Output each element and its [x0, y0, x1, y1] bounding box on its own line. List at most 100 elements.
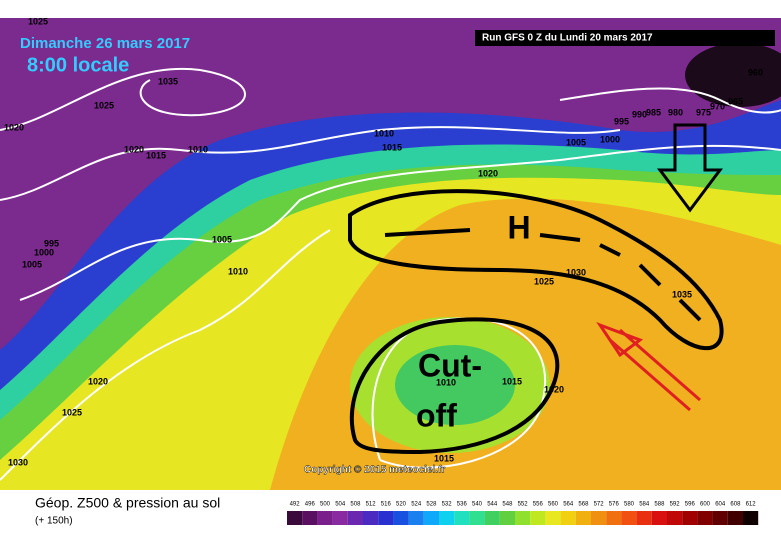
- isobar-label: 1020: [4, 122, 24, 132]
- isobar-label: 960: [748, 67, 763, 77]
- high-label: H: [507, 209, 530, 245]
- isobar-label: 980: [668, 107, 683, 117]
- legend-label: 528: [426, 502, 437, 508]
- isobar-label: 1000: [34, 247, 54, 257]
- isobar-label: 985: [646, 107, 661, 117]
- map: Run GFS 0 Z du Lundi 20 mars 2017 Dimanc…: [0, 16, 781, 490]
- isobar-label: 1010: [436, 377, 456, 387]
- legend-swatch: [636, 511, 652, 525]
- isobar-label: 1015: [382, 142, 402, 152]
- legend-swatch: [591, 511, 607, 525]
- legend-swatch: [743, 511, 759, 525]
- isobar-label: 995: [44, 238, 59, 248]
- isobar-label: 995: [614, 116, 629, 126]
- copyright: Copyright © 2015 meteociel.fr: [304, 465, 445, 476]
- legend-label: 612: [746, 502, 757, 508]
- legend-swatch: [393, 511, 409, 525]
- legend-swatch: [439, 511, 455, 525]
- isobar: [0, 126, 621, 201]
- legend-label: 508: [350, 502, 361, 508]
- isobar: [559, 87, 781, 114]
- legend-swatch: [484, 511, 500, 525]
- isobar-label: 1015: [146, 150, 166, 160]
- isobar: [0, 67, 246, 131]
- legend-swatch: [423, 511, 439, 525]
- legend-label: 552: [518, 502, 529, 508]
- isobar-label: 1015: [434, 453, 454, 463]
- legend-label: 588: [654, 502, 665, 508]
- legend-swatch: [651, 511, 667, 525]
- legend-swatch: [530, 511, 546, 525]
- legend-label: 580: [624, 502, 635, 508]
- isobar-label: 1030: [566, 267, 586, 277]
- legend-label: 532: [442, 502, 453, 508]
- isobar: [371, 317, 546, 469]
- isobar-label: 1020: [124, 144, 144, 154]
- legend-swatch: [408, 511, 424, 525]
- legend-swatch: [515, 511, 531, 525]
- high-outline: [348, 189, 724, 351]
- legend-label: 548: [502, 502, 513, 508]
- isobar-label: 1005: [566, 137, 586, 147]
- legend-label: 600: [700, 502, 711, 508]
- low-center: [685, 43, 781, 107]
- legend: 492 496 500 504 508 512 516 520 524 528 532 536 540 5…: [287, 502, 759, 525]
- legend-swatch: [454, 511, 470, 525]
- legend-label: 496: [305, 502, 316, 508]
- isobar-label: 990: [632, 109, 647, 119]
- legend-label: 556: [533, 502, 544, 508]
- isobar-label: 1010: [228, 266, 248, 276]
- isobar-label: 1000: [600, 134, 620, 144]
- isobar-label: 1025: [94, 100, 114, 110]
- legend-swatch: [317, 511, 333, 525]
- isobar-label: 1005: [22, 259, 42, 269]
- cutoff-label: off: [416, 397, 457, 433]
- run-box: [475, 30, 775, 46]
- isobar-label: 1010: [188, 144, 208, 154]
- arrow-down: [657, 123, 723, 213]
- legend-label: 568: [578, 502, 589, 508]
- legend-label: 500: [320, 502, 331, 508]
- legend-label: 584: [639, 502, 650, 508]
- isobar-label: 1035: [158, 76, 178, 86]
- legend-swatch: [287, 511, 303, 525]
- isobar-label: 975: [696, 107, 711, 117]
- legend-label: 544: [487, 502, 498, 508]
- isobar-labels: 1025103510251020102010151010995100010051…: [4, 16, 763, 467]
- legend-swatch: [697, 511, 713, 525]
- legend-label: 572: [594, 502, 605, 508]
- isobar-label: 1015: [502, 376, 522, 386]
- footer-lead: (+ 150h): [35, 516, 73, 527]
- legend-label: 560: [548, 502, 559, 508]
- cutoff-outline: [349, 317, 560, 455]
- isobar: [19, 144, 781, 301]
- isobar-label: 1025: [28, 16, 48, 26]
- legend-swatch: [712, 511, 728, 525]
- isobar-label: 1025: [534, 276, 554, 286]
- isobar-label: 1030: [8, 457, 28, 467]
- isobar-label: 965: [728, 96, 743, 106]
- legend-label: 524: [411, 502, 422, 508]
- isobar-label: 1035: [672, 289, 692, 299]
- isobar: [0, 229, 331, 481]
- legend-swatch: [469, 511, 485, 525]
- legend-swatch: [545, 511, 561, 525]
- legend-label: 536: [457, 502, 468, 508]
- legend-swatch: [332, 511, 348, 525]
- isobar-label: 1020: [478, 168, 498, 178]
- run-label: Run GFS 0 Z du Lundi 20 mars 2017: [482, 33, 653, 44]
- legend-label: 520: [396, 502, 407, 508]
- time-label: 8:00 locale: [27, 54, 129, 76]
- legend-label: 504: [335, 502, 346, 508]
- legend-label: 604: [715, 502, 726, 508]
- date-label: Dimanche 26 mars 2017: [20, 35, 190, 52]
- legend-swatch: [682, 511, 698, 525]
- legend-label: 576: [609, 502, 620, 508]
- legend-label: 512: [366, 502, 377, 508]
- legend-swatch: [302, 511, 318, 525]
- isobar-label: 1020: [88, 376, 108, 386]
- isobar-label: 1020: [544, 384, 564, 394]
- legend-swatch: [727, 511, 743, 525]
- legend-label: 596: [685, 502, 696, 508]
